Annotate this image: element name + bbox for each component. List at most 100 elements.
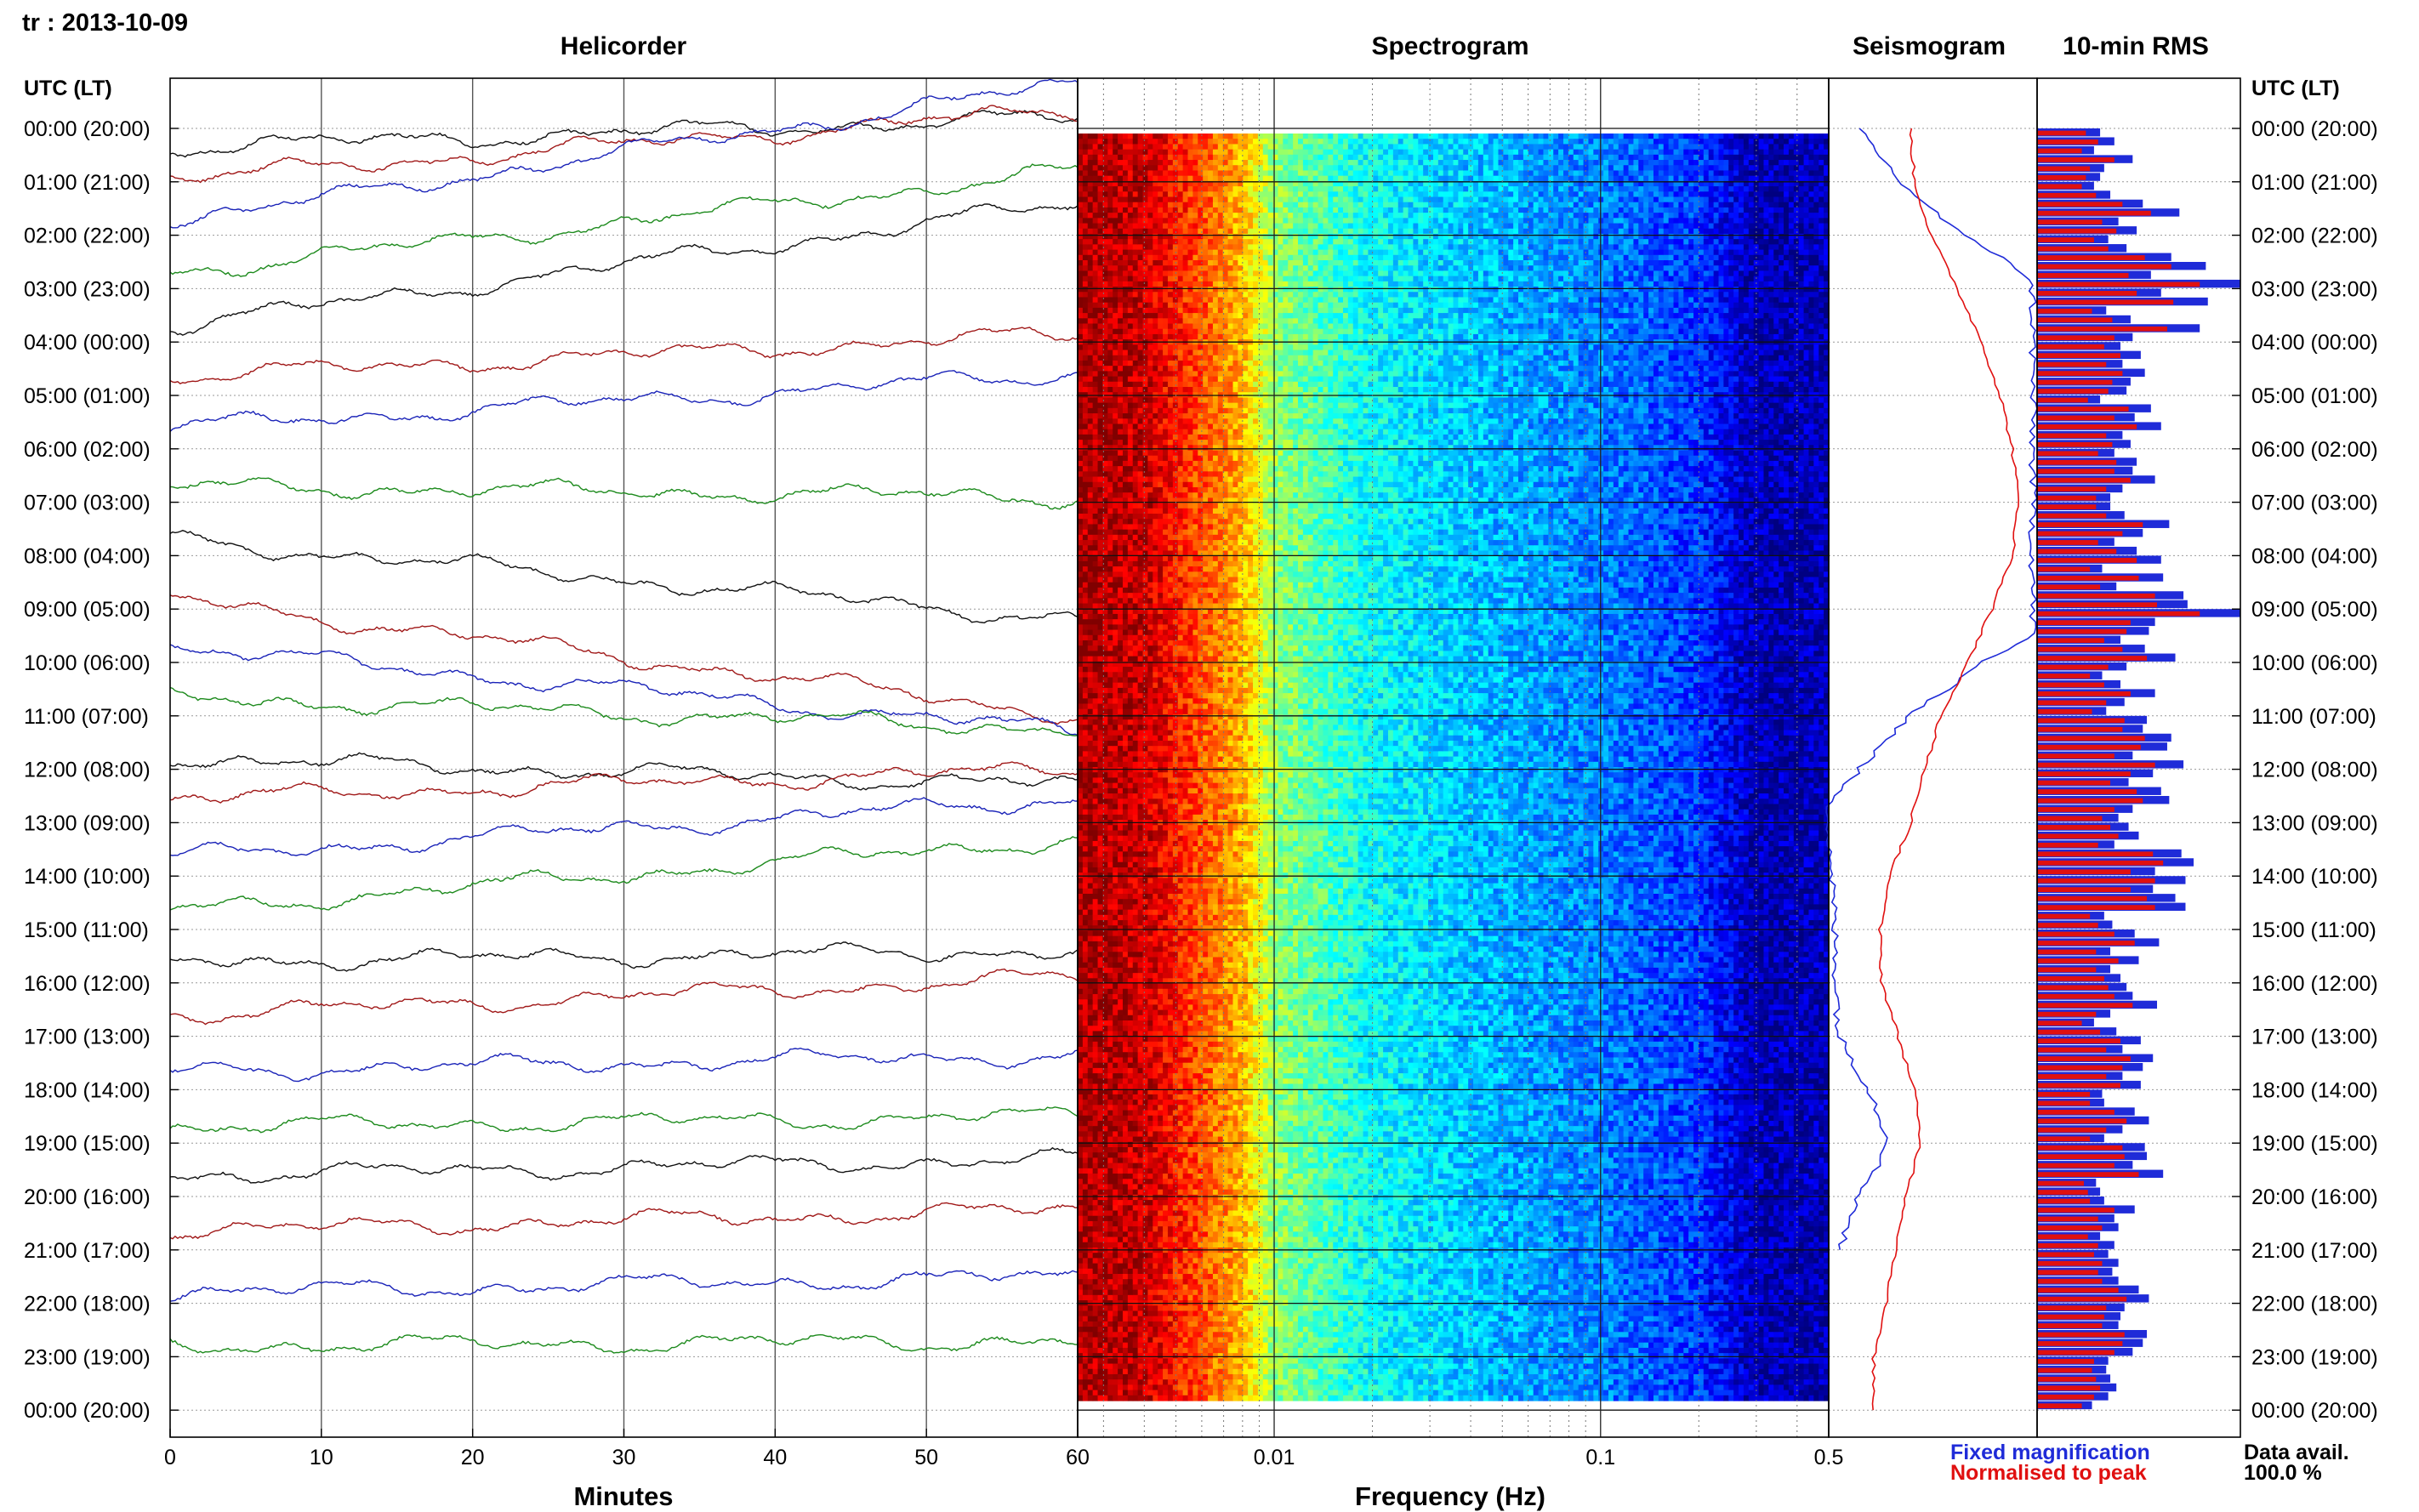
spectrogram-cell: [1132, 387, 1139, 393]
spectrogram-cell: [1137, 993, 1144, 1000]
spectrogram-cell: [1142, 1026, 1149, 1032]
spectrogram-cell: [1172, 434, 1179, 441]
spectrogram-cell: [1092, 1105, 1099, 1111]
spectrogram-cell: [1082, 1200, 1089, 1206]
spectrogram-cell: [1118, 1110, 1124, 1117]
spectrogram-cell: [1092, 799, 1099, 805]
spectrogram-cell: [1172, 767, 1179, 773]
spectrogram-cell: [1163, 160, 1169, 166]
spectrogram-cell: [1127, 1347, 1134, 1354]
spectrogram-cell: [1142, 1126, 1149, 1132]
spectrogram-cell: [1137, 909, 1144, 916]
spectrogram-cell: [1132, 355, 1139, 361]
spectrogram-cell: [1147, 861, 1153, 868]
spectrogram-cell: [1167, 899, 1174, 906]
spectrogram-cell: [1142, 1105, 1149, 1111]
spectrogram-cell: [1107, 1147, 1113, 1153]
spectrogram-cell: [1092, 634, 1099, 641]
spectrogram-cell: [1113, 962, 1118, 969]
spectrogram-cell: [1118, 1052, 1124, 1059]
spectrogram-cell: [1092, 888, 1099, 895]
spectrogram-cell: [1177, 281, 1184, 287]
spectrogram-cell: [1137, 608, 1144, 615]
spectrogram-cell: [1078, 941, 1084, 947]
spectrogram-cell: [1092, 598, 1099, 605]
spectrogram-cell: [1078, 1100, 1084, 1106]
spectrogram-cell: [1163, 835, 1169, 842]
spectrogram-cell: [1118, 460, 1124, 467]
spectrogram-cell: [1078, 899, 1084, 906]
spectrogram-cell: [1087, 856, 1094, 863]
spectrogram-cell: [1082, 1073, 1089, 1079]
spectrogram-cell: [1153, 856, 1158, 863]
spectrogram-cell: [1137, 603, 1144, 610]
spectrogram-cell: [1092, 207, 1099, 213]
spectrogram-cell: [1163, 1327, 1169, 1333]
spectrogram-cell: [1177, 1062, 1184, 1069]
spectrogram-cell: [1118, 175, 1124, 182]
spectrogram-cell: [1087, 767, 1094, 773]
spectrogram-cell: [1147, 560, 1153, 567]
spectrogram-cell: [1158, 1078, 1164, 1085]
spectrogram-cell: [1092, 1184, 1099, 1191]
spectrogram-cell: [1147, 1210, 1153, 1217]
spectrogram-cell: [1142, 693, 1149, 699]
spectrogram-cell: [1078, 355, 1084, 361]
spectrogram-cell: [1127, 1316, 1134, 1322]
spectrogram-cell: [1158, 914, 1164, 921]
spectrogram-cell: [1078, 1368, 1084, 1375]
spectrogram-cell: [1097, 1353, 1104, 1359]
spectrogram-cell: [1122, 983, 1129, 990]
spectrogram-cell: [1082, 1041, 1089, 1048]
spectrogram-cell: [1102, 1083, 1108, 1090]
spectrogram-cell: [1177, 730, 1184, 736]
spectrogram-cell: [1122, 418, 1129, 425]
spectrogram-cell: [1127, 1268, 1134, 1275]
spectrogram-cell: [1113, 672, 1118, 679]
spectrogram-cell: [1087, 1205, 1094, 1212]
spectrogram-cell: [1172, 1094, 1179, 1100]
spectrogram-cell: [1132, 867, 1139, 873]
spectrogram-cell: [1118, 1057, 1124, 1064]
spectrogram-cell: [1153, 1105, 1158, 1111]
spectrogram-cell: [1102, 619, 1108, 625]
spectrogram-cell: [1147, 1067, 1153, 1074]
spectrogram-cell: [1137, 1131, 1144, 1138]
spectrogram-cell: [1147, 846, 1153, 852]
spectrogram-cell: [1078, 154, 1084, 161]
spectrogram-cell: [1107, 460, 1113, 467]
spectrogram-cell: [1177, 1094, 1184, 1100]
spectrogram-cell: [1167, 809, 1174, 816]
spectrogram-cell: [1102, 1057, 1108, 1064]
spectrogram-cell: [1153, 1342, 1158, 1349]
spectrogram-cell: [1092, 371, 1099, 378]
spectrogram-cell: [1092, 196, 1099, 203]
spectrogram-cell: [1122, 1036, 1129, 1043]
spectrogram-cell: [1078, 213, 1084, 219]
spectrogram-cell: [1102, 407, 1108, 414]
spectrogram-cell: [1092, 1294, 1099, 1301]
spectrogram-cell: [1102, 814, 1108, 821]
spectrogram-cell: [1167, 1009, 1174, 1016]
spectrogram-cell: [1087, 418, 1094, 425]
spectrogram-cell: [1132, 983, 1139, 990]
spectrogram-cell: [1147, 687, 1153, 694]
spectrogram-cell: [1122, 355, 1129, 361]
spectrogram-cell: [1097, 1126, 1104, 1132]
spectrogram-cell: [1158, 1226, 1164, 1232]
spectrogram-cell: [1082, 313, 1089, 319]
spectrogram-cell: [1097, 371, 1104, 378]
spectrogram-cell: [1177, 1073, 1184, 1079]
spectrogram-cell: [1118, 318, 1124, 325]
spectrogram-cell: [1172, 471, 1179, 478]
spectrogram-cell: [1172, 186, 1179, 192]
spectrogram-cell: [1092, 1110, 1099, 1117]
spectrogram-cell: [1142, 703, 1149, 710]
spectrogram-cell: [1107, 233, 1113, 240]
spectrogram-cell: [1113, 1337, 1118, 1344]
spectrogram-cell: [1118, 894, 1124, 900]
spectrogram-cell: [1102, 698, 1108, 705]
spectrogram-cell: [1107, 883, 1113, 890]
spectrogram-cell: [1153, 466, 1158, 472]
spectrogram-cell: [1127, 787, 1134, 794]
